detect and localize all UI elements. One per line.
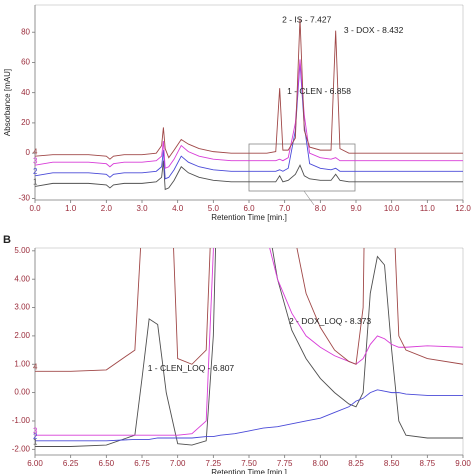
x-tick-label: 11.0 <box>420 204 436 213</box>
x-tick-label: 6.50 <box>99 459 115 468</box>
x-tick-label: 12.0 <box>455 204 471 213</box>
trace-label: 1 <box>33 438 38 447</box>
x-tick-label: 4.0 <box>172 204 184 213</box>
x-tick-label: 7.00 <box>170 459 186 468</box>
x-tick-label: 6.00 <box>27 459 43 468</box>
trace <box>35 389 463 442</box>
trace-label: 3 <box>33 156 38 165</box>
panel-label: B <box>3 234 11 246</box>
zoom-box <box>248 143 356 192</box>
x-tick-label: 9.0 <box>350 204 362 213</box>
traces <box>35 18 463 191</box>
y-tick-label: -1.00 <box>12 416 31 425</box>
y-tick-label: 2.00 <box>14 331 30 340</box>
y-tick-label: 3.00 <box>14 303 30 312</box>
x-tick-label: 9.00 <box>455 459 471 468</box>
x-tick-label: 7.25 <box>206 459 222 468</box>
trace <box>35 248 463 436</box>
peak-annotation: 1 - CLEN - 6.858 <box>287 86 351 96</box>
y-tick-label: -30 <box>18 194 30 203</box>
y-tick-label: 1.00 <box>14 359 30 368</box>
trace-label: 4 <box>33 147 38 156</box>
trace <box>35 18 463 160</box>
x-tick-label: 8.75 <box>420 459 436 468</box>
x-tick-label: 8.25 <box>348 459 364 468</box>
x-tick-label: 0.0 <box>29 204 41 213</box>
x-tick-label: 3.0 <box>136 204 148 213</box>
trace-label: 2 <box>33 432 38 441</box>
x-tick-label: 6.0 <box>243 204 255 213</box>
x-tick-label: 7.75 <box>277 459 293 468</box>
y-tick-label: 4.00 <box>14 274 30 283</box>
x-tick-label: 8.0 <box>315 204 327 213</box>
traces <box>35 248 463 447</box>
peak-annotation: 3 - DOX - 8.432 <box>344 25 404 35</box>
zoom-leader <box>303 190 315 206</box>
x-tick-label: 7.0 <box>279 204 291 213</box>
x-tick-label: 8.50 <box>384 459 400 468</box>
y-tick-label: 80 <box>21 27 30 36</box>
x-axis-title: Retention Time [min.] <box>211 468 287 474</box>
trace <box>35 59 463 169</box>
y-tick-label: 0.00 <box>14 388 30 397</box>
peak-annotation: 1 - CLEN_LOQ - 6.807 <box>148 363 235 373</box>
trace-label: 2 <box>33 167 38 176</box>
trace-label: 3 <box>33 426 38 435</box>
y-tick-label: 5.00 <box>14 246 30 255</box>
y-tick-label: 20 <box>21 118 30 127</box>
y-tick-label: 60 <box>21 58 30 67</box>
trace <box>35 160 463 191</box>
x-tick-label: 6.75 <box>134 459 150 468</box>
trace-label: 1 <box>33 178 38 187</box>
x-tick-label: 10.0 <box>384 204 400 213</box>
x-axis-title: Retention Time [min.] <box>211 213 287 222</box>
y-tick-label: 0 <box>26 148 31 157</box>
trace <box>35 62 463 180</box>
y-axis-title: Absorbance [mAU] <box>3 69 12 136</box>
x-tick-label: 2.0 <box>101 204 113 213</box>
x-tick-label: 8.00 <box>313 459 329 468</box>
trace-label: 4 <box>33 362 38 371</box>
x-tick-label: 6.25 <box>63 459 79 468</box>
y-tick-label: 40 <box>21 88 30 97</box>
peak-annotation: 2 - IS - 7.427 <box>282 14 331 24</box>
x-tick-label: 5.0 <box>208 204 220 213</box>
peak-annotation: 2 - DOX_LOQ - 8.373 <box>289 316 371 326</box>
trace <box>35 248 463 447</box>
y-tick-label: -2.00 <box>12 444 31 453</box>
x-tick-label: 1.0 <box>65 204 77 213</box>
x-tick-label: 7.50 <box>241 459 257 468</box>
